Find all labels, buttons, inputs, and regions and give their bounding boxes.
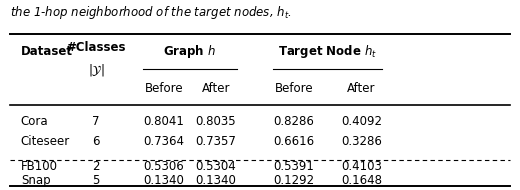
Text: After: After bbox=[202, 82, 230, 95]
Text: 0.4103: 0.4103 bbox=[341, 160, 382, 173]
Text: #Classes: #Classes bbox=[67, 41, 126, 54]
Text: 0.8041: 0.8041 bbox=[144, 115, 184, 128]
Text: 2: 2 bbox=[93, 160, 100, 173]
Text: 0.7357: 0.7357 bbox=[196, 135, 236, 148]
Text: 7: 7 bbox=[93, 115, 100, 128]
Text: $|\mathcal{Y}|$: $|\mathcal{Y}|$ bbox=[88, 62, 105, 78]
Text: 0.1340: 0.1340 bbox=[196, 174, 236, 187]
Text: 5: 5 bbox=[93, 174, 100, 187]
Text: 0.1292: 0.1292 bbox=[273, 174, 315, 187]
Text: the 1-hop neighborhood of the target nodes, $h_t$.: the 1-hop neighborhood of the target nod… bbox=[10, 4, 292, 21]
Text: Before: Before bbox=[145, 82, 183, 95]
Text: Cora: Cora bbox=[21, 115, 48, 128]
Text: Before: Before bbox=[275, 82, 313, 95]
Text: Dataset: Dataset bbox=[21, 45, 73, 58]
Text: 0.5304: 0.5304 bbox=[196, 160, 236, 173]
Text: 0.3286: 0.3286 bbox=[341, 135, 382, 148]
Text: FB100: FB100 bbox=[21, 160, 58, 173]
Text: 0.8286: 0.8286 bbox=[274, 115, 314, 128]
Text: 0.5391: 0.5391 bbox=[274, 160, 314, 173]
Text: 0.1340: 0.1340 bbox=[144, 174, 184, 187]
Text: Snap: Snap bbox=[21, 174, 50, 187]
Text: After: After bbox=[347, 82, 375, 95]
Text: 0.4092: 0.4092 bbox=[341, 115, 382, 128]
Text: 6: 6 bbox=[93, 135, 100, 148]
Text: 0.6616: 0.6616 bbox=[273, 135, 315, 148]
Text: 0.8035: 0.8035 bbox=[196, 115, 236, 128]
Text: 0.5306: 0.5306 bbox=[144, 160, 184, 173]
Text: Graph $h$: Graph $h$ bbox=[163, 43, 216, 60]
Text: Target Node $h_t$: Target Node $h_t$ bbox=[278, 43, 377, 60]
Text: 0.7364: 0.7364 bbox=[144, 135, 184, 148]
Text: Citeseer: Citeseer bbox=[21, 135, 70, 148]
Text: 0.1648: 0.1648 bbox=[341, 174, 382, 187]
